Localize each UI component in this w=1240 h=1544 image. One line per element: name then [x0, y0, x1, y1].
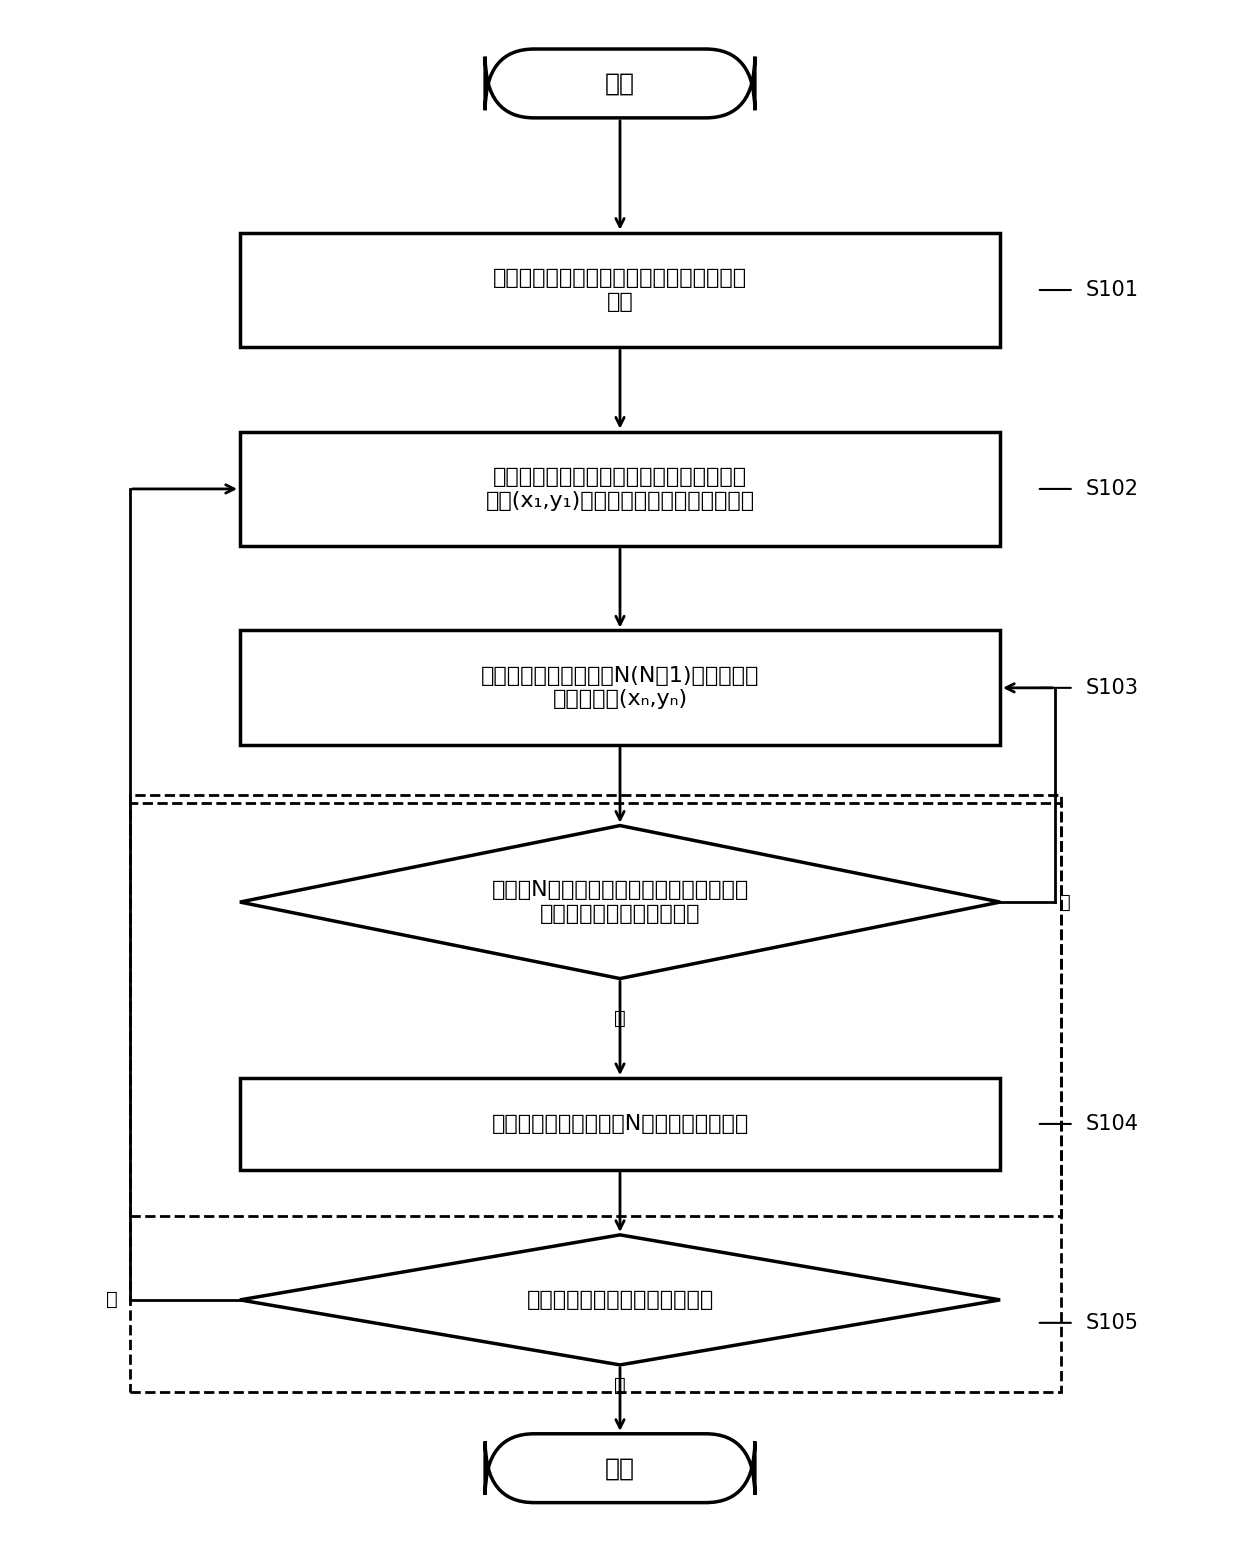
- Text: S103: S103: [1086, 678, 1138, 698]
- FancyBboxPatch shape: [485, 49, 755, 117]
- Text: S104: S104: [1086, 1113, 1138, 1133]
- Bar: [239, 432, 1001, 547]
- Bar: [239, 1078, 1001, 1170]
- Text: 开始: 开始: [605, 71, 635, 96]
- Text: 随机生成两个数作为第一个圆柱中心的位置
坐标(x₁,y₁)并获取第一个圆柱的位置信息: 随机生成两个数作为第一个圆柱中心的位置 坐标(x₁,y₁)并获取第一个圆柱的位置…: [485, 468, 755, 511]
- Polygon shape: [239, 826, 1001, 979]
- Text: 否: 否: [105, 1291, 118, 1309]
- Text: 给定计算区域及符合高斯分布的圆柱直径和
数量: 给定计算区域及符合高斯分布的圆柱直径和 数量: [494, 269, 746, 312]
- Bar: [129, 803, 1061, 1215]
- Text: 判断圆柱数量是否达到规定数量: 判断圆柱数量是否达到规定数量: [526, 1289, 714, 1309]
- Bar: [239, 630, 1001, 746]
- Text: S101: S101: [1086, 279, 1138, 300]
- Text: 否: 否: [1059, 892, 1070, 911]
- Bar: [239, 233, 1001, 347]
- Text: 结束: 结束: [605, 1456, 635, 1481]
- Text: 是: 是: [614, 1376, 626, 1396]
- Text: 是: 是: [614, 1010, 626, 1028]
- Polygon shape: [239, 1235, 1001, 1365]
- FancyBboxPatch shape: [485, 1434, 755, 1502]
- Text: 随机生成两个数作为第N(N＞1)个圆柱中心
的位置坐标(xₙ,yₙ): 随机生成两个数作为第N(N＞1)个圆柱中心 的位置坐标(xₙ,yₙ): [481, 667, 759, 709]
- Text: 判断第N个圆柱中心与已有圆柱中心的距离
是否满足非重叠的条件限制: 判断第N个圆柱中心与已有圆柱中心的距离 是否满足非重叠的条件限制: [491, 880, 749, 923]
- Text: 接受该圆柱并获取该第N个圆柱的位置信息: 接受该圆柱并获取该第N个圆柱的位置信息: [491, 1113, 749, 1133]
- Text: S105: S105: [1086, 1312, 1138, 1332]
- Bar: [129, 795, 1061, 1391]
- Text: S102: S102: [1086, 479, 1138, 499]
